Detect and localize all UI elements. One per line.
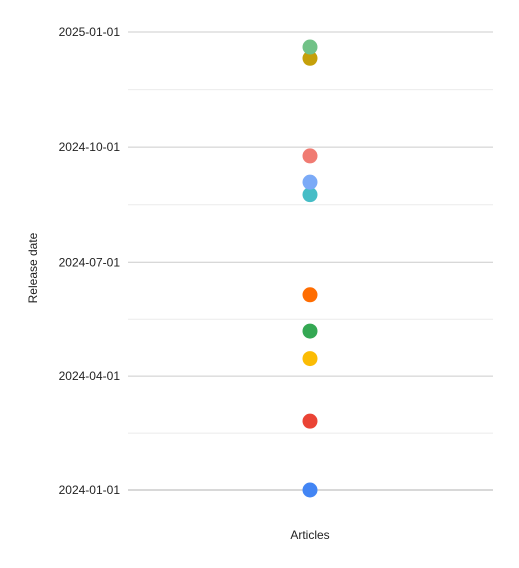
data-point [302,413,318,429]
data-point [302,148,318,164]
y-tick-label: 2024-07-01 [59,255,121,269]
y-tick-label: 2024-04-01 [59,369,121,383]
data-point [302,351,318,367]
data-point [302,174,318,190]
gridlines [128,31,493,491]
data-point [302,323,318,339]
data-point [302,39,318,55]
y-tick-label: 2024-10-01 [59,140,121,154]
x-axis-title: Articles [290,528,329,542]
data-point [302,50,318,66]
y-tick-labels: 2024-01-01 2024-04-01 2024-07-01 2024-10-01… [59,25,121,497]
data-points [302,39,318,498]
y-tick-label: 2024-01-01 [59,483,121,497]
y-tick-label: 2025-01-01 [59,25,121,39]
data-point [302,287,318,303]
y-axis-title: Release date [26,232,40,303]
data-point [302,187,318,203]
data-point [302,482,318,498]
